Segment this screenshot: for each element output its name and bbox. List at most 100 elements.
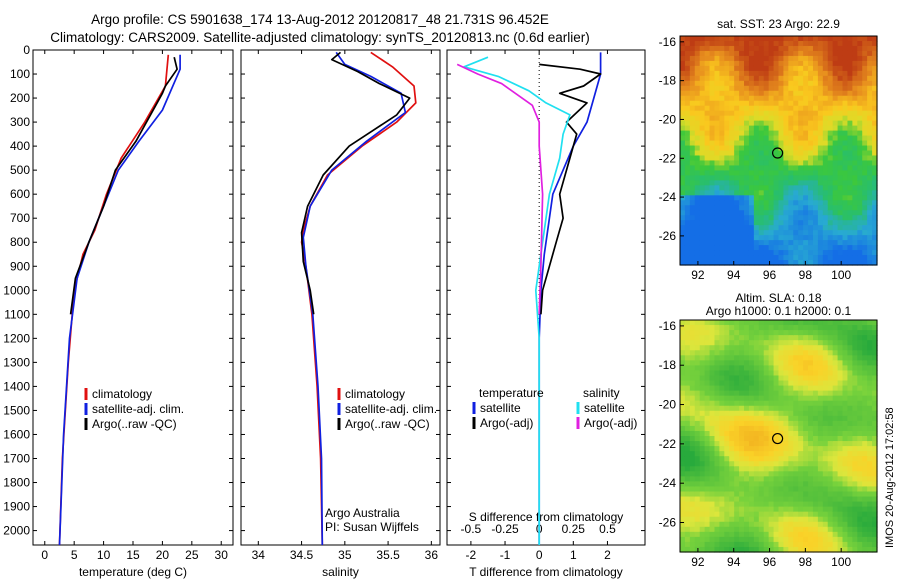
heatmap-cell (709, 225, 716, 231)
heatmap-cell (842, 205, 849, 211)
heatmap-cell (709, 330, 716, 336)
map-x-tick-label: 96 (763, 268, 777, 282)
heatmap-cell (739, 410, 745, 417)
heatmap-cell (709, 516, 716, 523)
heatmap-cell (684, 225, 691, 231)
heatmap-cell (832, 170, 839, 176)
heatmap-cell (857, 350, 863, 356)
heatmap-cell (857, 160, 863, 167)
heatmap-cell (793, 461, 799, 467)
heatmap-cell (788, 235, 794, 241)
heatmap-cell (724, 446, 730, 452)
heatmap-cell (694, 185, 701, 191)
heatmap-cell (753, 225, 760, 231)
heatmap-cell (694, 451, 701, 457)
heatmap-cell (719, 541, 725, 548)
heatmap-cell (793, 160, 799, 167)
heatmap-cell (734, 425, 740, 432)
heatmap-cell (714, 36, 720, 42)
heatmap-cell (744, 521, 750, 528)
heatmap-cell (709, 65, 716, 72)
heatmap-cell (793, 100, 799, 107)
heatmap-cell (793, 501, 799, 508)
heatmap-cell (724, 80, 730, 87)
heatmap-cell (862, 40, 868, 47)
heatmap-cell (812, 471, 819, 477)
heatmap-cell (862, 230, 868, 236)
heatmap-cell (758, 471, 765, 477)
x-tick-label: 35.5 (376, 548, 400, 562)
heatmap-cell (724, 395, 730, 402)
heatmap-cell (783, 350, 789, 356)
heatmap-cell (837, 430, 844, 437)
heatmap-cell (793, 125, 799, 132)
heatmap-cell (798, 50, 804, 57)
heatmap-cell (808, 240, 814, 246)
heatmap-cell (709, 235, 716, 241)
heatmap-cell (793, 476, 799, 482)
heatmap-cell (857, 110, 863, 117)
heatmap-cell (837, 451, 844, 457)
heatmap-cell (748, 365, 755, 372)
top-x-tick-label: 0.5 (599, 522, 616, 536)
heatmap-cell (803, 446, 809, 452)
heatmap-cell (822, 546, 829, 553)
heatmap-cell (699, 395, 706, 402)
heatmap-cell (704, 325, 711, 331)
heatmap-cell (753, 235, 760, 241)
x-tick-label: 0 (41, 548, 48, 562)
heatmap-cell (798, 496, 804, 503)
heatmap-cell (803, 250, 809, 256)
heatmap-cell (798, 546, 804, 553)
heatmap-cell (739, 200, 745, 206)
heatmap-cell (842, 105, 849, 112)
heatmap-cell (773, 255, 780, 261)
heatmap-cell (832, 350, 839, 356)
heatmap-cell (689, 536, 696, 543)
heatmap-cell (744, 466, 750, 472)
heatmap-cell (842, 350, 849, 356)
heatmap-cell (680, 180, 686, 186)
heatmap-cell (783, 325, 789, 331)
heatmap-cell (857, 501, 863, 508)
heatmap-cell (758, 175, 765, 181)
heatmap-cell (847, 85, 853, 92)
heatmap-cell (812, 70, 819, 77)
heatmap-cell (739, 395, 745, 402)
heatmap-cell (709, 410, 716, 417)
heatmap-cell (734, 436, 740, 442)
heatmap-cell (709, 80, 716, 87)
heatmap-cell (847, 150, 853, 157)
heatmap-cell (793, 441, 799, 447)
heatmap-cell (822, 85, 829, 92)
heatmap-cell (714, 130, 720, 137)
heatmap-cell (753, 516, 760, 523)
heatmap-cell (724, 380, 730, 387)
heatmap-cell (739, 330, 745, 336)
heatmap-cell (748, 360, 755, 366)
heatmap-cell (739, 210, 745, 216)
heatmap-cell (827, 456, 834, 462)
heatmap-cell (763, 145, 770, 152)
heatmap-cell (758, 210, 765, 216)
heatmap-cell (694, 215, 701, 221)
heatmap-cell (680, 200, 686, 206)
heatmap-cell (753, 165, 760, 172)
heatmap-cell (842, 140, 849, 147)
heatmap-cell (837, 420, 844, 427)
heatmap-cell (788, 125, 794, 132)
heatmap-cell (817, 210, 824, 216)
heatmap-cell (748, 511, 755, 518)
heatmap-cell (837, 200, 844, 206)
heatmap-cell (748, 330, 755, 336)
heatmap-cell (704, 506, 711, 513)
heatmap-cell (704, 225, 711, 231)
heatmap-cell (783, 496, 789, 503)
heatmap-cell (857, 65, 863, 72)
heatmap-cell (753, 536, 760, 543)
heatmap-cell (867, 130, 873, 137)
heatmap-cell (783, 250, 789, 256)
heatmap-cell (817, 536, 824, 543)
heatmap-cell (729, 516, 735, 523)
heatmap-cell (704, 546, 711, 553)
